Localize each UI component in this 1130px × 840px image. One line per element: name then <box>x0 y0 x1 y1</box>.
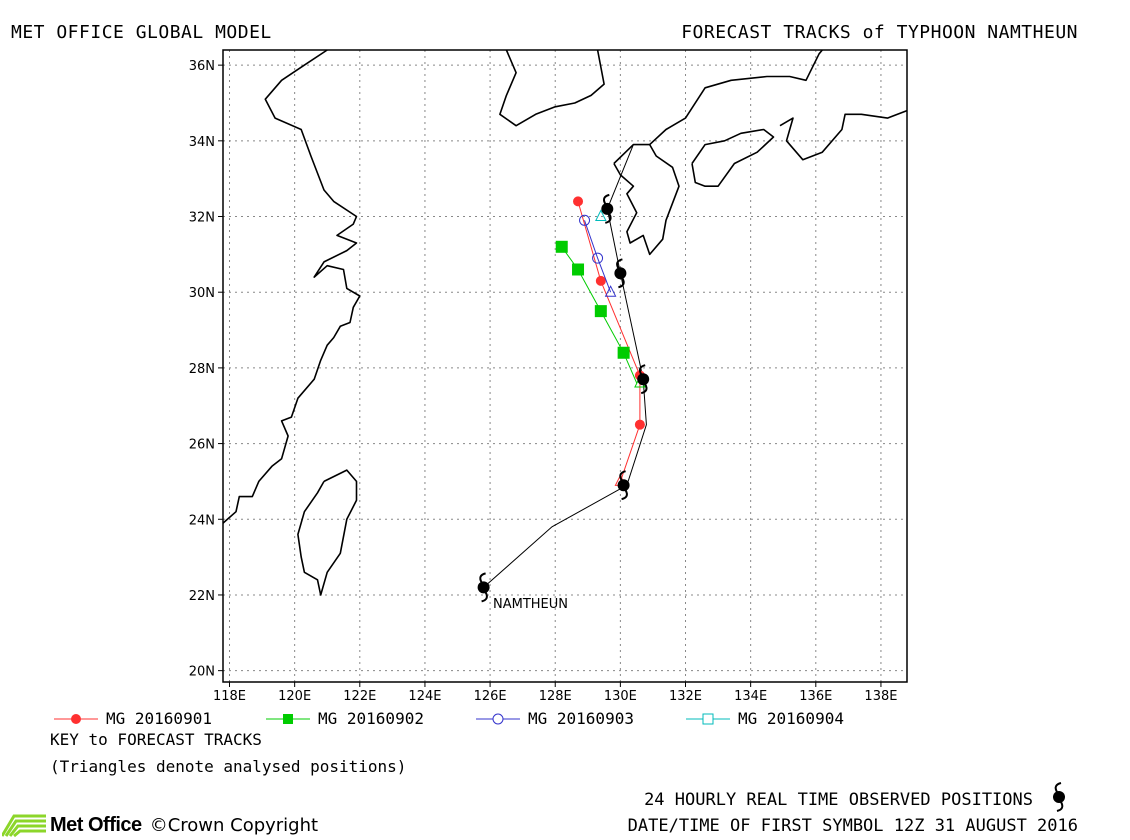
forecast-marker <box>634 419 645 430</box>
header-left-title: MET OFFICE GLOBAL MODEL <box>11 22 272 43</box>
coastline <box>613 143 680 256</box>
typhoon-symbol-core <box>614 267 627 280</box>
coastline <box>779 109 908 161</box>
legend-marker-cyan-open-square <box>686 713 730 724</box>
lat-tick-label: 26N <box>189 438 215 453</box>
met-office-logo-text: Met Office <box>50 813 142 836</box>
met-office-logo-icon <box>2 814 46 838</box>
lon-tick-label: 120E <box>278 689 311 700</box>
typhoon-symbol-arm <box>618 277 625 289</box>
lat-tick-label: 34N <box>189 135 215 150</box>
lon-tick-label: 122E <box>343 689 376 700</box>
typhoon-symbol-arm <box>481 591 488 603</box>
legend-label: MG 20160901 <box>106 709 212 728</box>
forecast-marker <box>594 305 607 318</box>
header-right-title: FORECAST TRACKS of TYPHOON NAMTHEUN <box>681 22 1078 43</box>
legend-entry-20160904: MG 20160904 <box>686 709 844 728</box>
observed-track-line <box>483 144 647 588</box>
lat-tick-label: 32N <box>189 211 215 226</box>
coastline <box>222 49 361 524</box>
typhoon-symbol-arm <box>638 364 646 375</box>
typhoon-symbol-arm <box>605 213 612 224</box>
legend-marker-green-square <box>266 713 310 724</box>
lat-tick-label: 24N <box>189 513 215 528</box>
forecast-tracks <box>555 196 645 482</box>
copyright-text: ©Crown Copyright <box>149 814 319 836</box>
typhoon-symbol <box>614 258 627 289</box>
typhoon-symbol-core <box>477 581 490 594</box>
typhoon-symbol-core <box>601 202 614 215</box>
legend-label: MG 20160904 <box>738 709 844 728</box>
coastline <box>297 469 358 596</box>
typhoon-symbol-arm <box>621 489 628 501</box>
coastline <box>691 128 775 187</box>
coastline <box>499 49 605 127</box>
forecast-marker <box>617 346 630 359</box>
key-note: KEY to FORECAST TRACKS <box>50 730 262 749</box>
lat-tick-label: 28N <box>189 362 215 377</box>
legend-label: MG 20160903 <box>528 709 634 728</box>
observed-symbols <box>477 193 650 603</box>
lon-tick-label: 118E <box>213 689 246 700</box>
lon-tick-label: 128E <box>539 689 572 700</box>
typhoon-symbol-icon <box>1053 782 1065 812</box>
typhoon-symbol-core <box>637 373 650 386</box>
lat-tick-label: 20N <box>189 665 215 680</box>
legend: MG 20160901 MG 20160902 MG 20160903 MG 2… <box>54 709 954 729</box>
met-office-logo: Met Office ©Crown Copyright <box>2 812 318 838</box>
typhoon-symbol <box>477 572 490 603</box>
legend-marker-blue-open-circle <box>476 713 520 724</box>
forecast-marker <box>595 275 606 286</box>
forecast-marker <box>555 240 568 253</box>
legend-entry-20160902: MG 20160902 <box>266 709 424 728</box>
triangles-note: (Triangles denote analysed positions) <box>50 757 407 776</box>
forecast-marker <box>573 196 584 207</box>
axis-ticks: 118E 120E 122E 124E 126E 128E 130E 132E 134E 136E… <box>189 59 898 700</box>
lon-tick-label: 130E <box>604 689 637 700</box>
track-map: 118E 120E 122E 124E 126E 128E 130E 132E 134E 136E… <box>189 49 908 700</box>
lat-tick-label: 36N <box>189 59 215 74</box>
storm-label: NAMTHEUN <box>493 597 568 612</box>
map-grid <box>223 50 907 682</box>
lon-tick-label: 136E <box>799 689 832 700</box>
observed-positions-note: 24 HOURLY REAL TIME OBSERVED POSITIONS <box>644 790 1033 810</box>
lat-tick-label: 30N <box>189 286 215 301</box>
typhoon-symbol-arm <box>602 193 610 205</box>
analysed-triangle <box>604 285 617 297</box>
observed-track <box>483 144 647 588</box>
forecast-marker <box>572 263 585 276</box>
first-symbol-datetime: DATE/TIME OF FIRST SYMBOL 12Z 31 AUGUST … <box>627 816 1078 836</box>
map-frame <box>222 49 908 683</box>
legend-label: MG 20160902 <box>318 709 424 728</box>
legend-marker-red-circle <box>54 713 98 724</box>
lon-tick-label: 132E <box>669 689 702 700</box>
typhoon-symbol-arm <box>616 258 623 269</box>
typhoon-symbol <box>617 470 630 501</box>
legend-entry-20160901: MG 20160901 <box>54 709 212 728</box>
typhoon-symbol-core <box>617 479 630 492</box>
lon-tick-label: 134E <box>734 689 767 700</box>
legend-entry-20160903: MG 20160903 <box>476 709 634 728</box>
forecast-track-line <box>584 220 612 293</box>
forecast-marker <box>592 252 604 264</box>
coastline <box>649 49 823 146</box>
typhoon-symbol <box>637 364 650 395</box>
typhoon-symbol <box>601 193 614 224</box>
lon-tick-label: 126E <box>474 689 507 700</box>
typhoon-symbol-arm <box>479 572 486 583</box>
typhoon-symbol-arm <box>619 470 626 481</box>
analysed-triangle <box>595 209 607 222</box>
coastlines <box>222 49 908 596</box>
typhoon-symbol-arm <box>640 383 648 395</box>
lon-tick-label: 124E <box>408 689 441 700</box>
lon-tick-label: 138E <box>864 689 897 700</box>
forecast-marker <box>579 214 591 226</box>
lat-tick-label: 22N <box>189 589 215 604</box>
